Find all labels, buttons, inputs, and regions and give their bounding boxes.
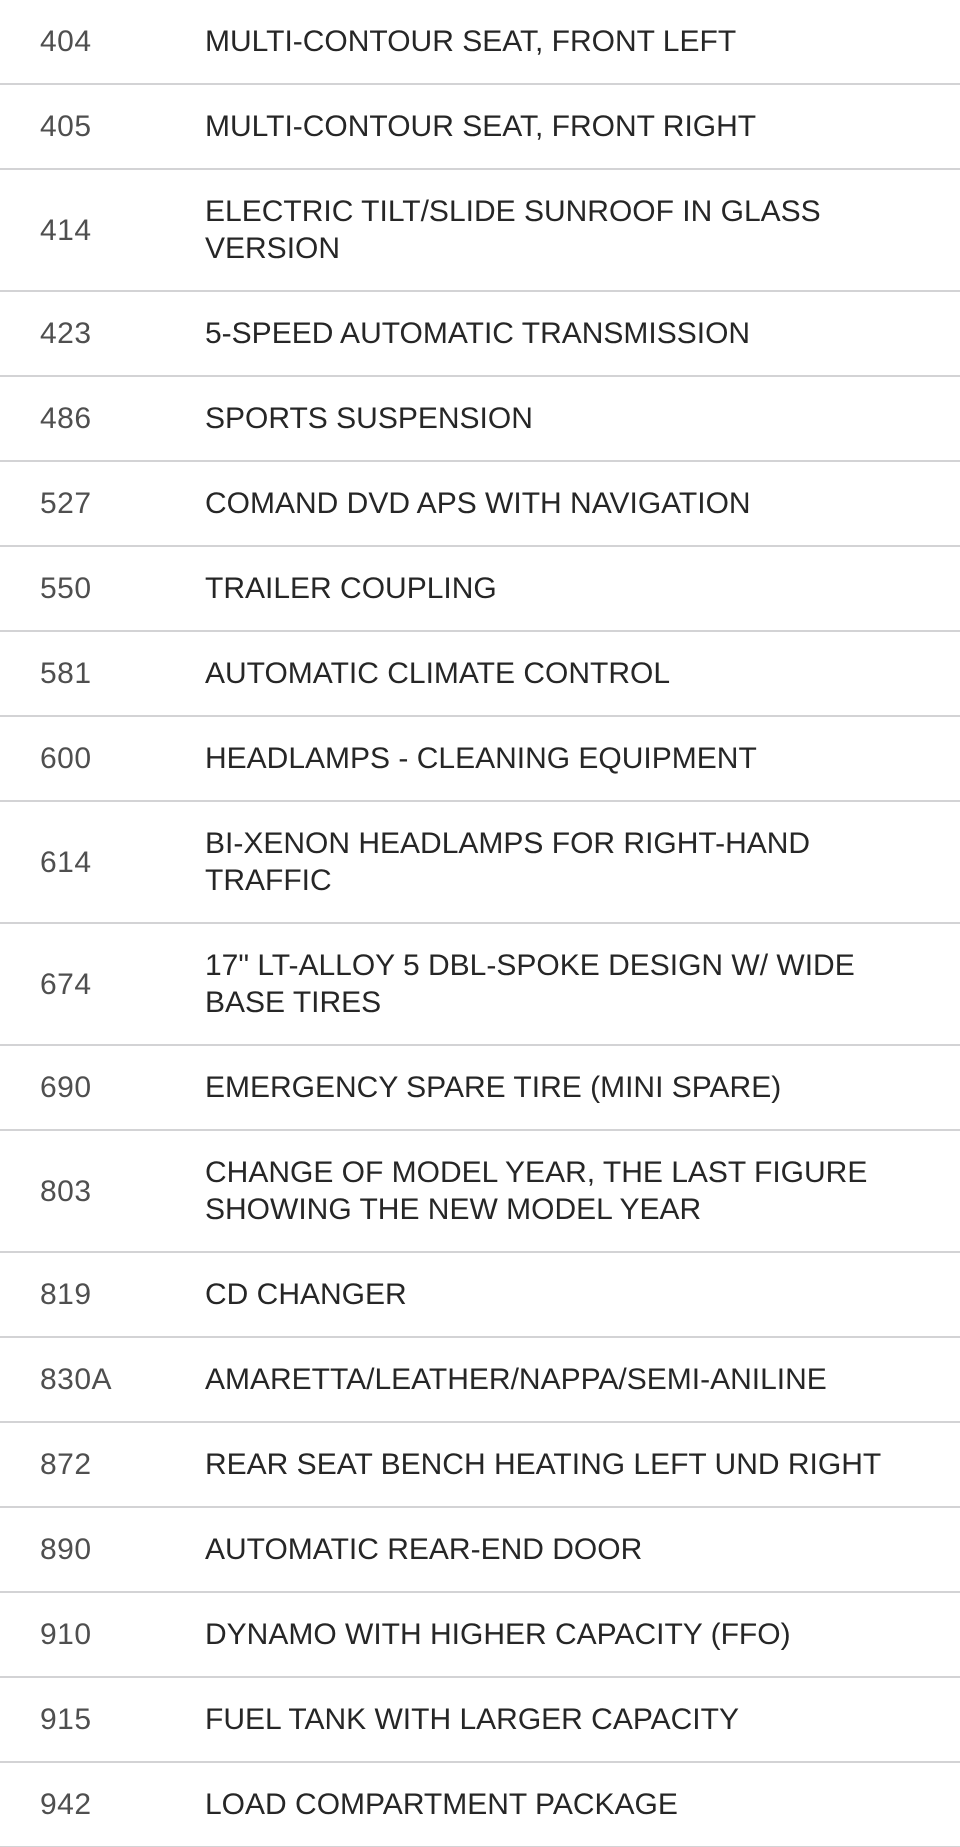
option-code: 550 [40,572,92,605]
option-description: MULTI-CONTOUR SEAT, FRONT RIGHT [205,110,757,143]
table-row: 890 AUTOMATIC REAR-END DOOR [0,1508,960,1593]
table-row: 942 LOAD COMPARTMENT PACKAGE [0,1763,960,1847]
table-row: 872 REAR SEAT BENCH HEATING LEFT UND RIG… [0,1423,960,1508]
option-code: 405 [40,110,92,143]
table-row: 405 MULTI-CONTOUR SEAT, FRONT RIGHT [0,85,960,170]
table-row: 910 DYNAMO WITH HIGHER CAPACITY (FFO) [0,1593,960,1678]
option-code: 942 [40,1788,92,1821]
option-description: CD CHANGER [205,1278,407,1311]
option-description: TRAILER COUPLING [205,572,497,605]
option-description: CHANGE OF MODEL YEAR, THE LAST FIGURE SH… [205,1156,868,1226]
option-description: SPORTS SUSPENSION [205,402,533,435]
option-description: REAR SEAT BENCH HEATING LEFT UND RIGHT [205,1448,882,1481]
option-code: 890 [40,1533,92,1566]
option-code: 674 [40,967,92,1001]
option-description: MULTI-CONTOUR SEAT, FRONT LEFT [205,25,737,58]
table-row: 486 SPORTS SUSPENSION [0,377,960,462]
option-description: 17" LT-ALLOY 5 DBL-SPOKE DESIGN W/ WIDE … [205,949,855,1019]
option-code: 915 [40,1703,92,1736]
table-row: 581 AUTOMATIC CLIMATE CONTROL [0,632,960,717]
option-description: ELECTRIC TILT/SLIDE SUNROOF IN GLASS VER… [205,195,821,265]
option-description: LOAD COMPARTMENT PACKAGE [205,1788,678,1821]
option-code: 581 [40,657,92,690]
option-description: AUTOMATIC REAR-END DOOR [205,1533,643,1566]
option-code: 423 [40,317,92,350]
option-description: AUTOMATIC CLIMATE CONTROL [205,657,671,690]
table-row: 819 CD CHANGER [0,1253,960,1338]
option-code: 872 [40,1448,92,1481]
table-row: 414 ELECTRIC TILT/SLIDE SUNROOF IN GLASS… [0,170,960,292]
table-row: 830A AMARETTA/LEATHER/NAPPA/SEMI-ANILINE [0,1338,960,1423]
table-row: 690 EMERGENCY SPARE TIRE (MINI SPARE) [0,1046,960,1131]
option-code: 600 [40,742,92,775]
table-row: 803 CHANGE OF MODEL YEAR, THE LAST FIGUR… [0,1131,960,1253]
option-description: BI-XENON HEADLAMPS FOR RIGHT-HAND TRAFFI… [205,827,811,897]
table-row: 674 17" LT-ALLOY 5 DBL-SPOKE DESIGN W/ W… [0,924,960,1046]
option-description: FUEL TANK WITH LARGER CAPACITY [205,1703,739,1736]
option-description: 5-SPEED AUTOMATIC TRANSMISSION [205,317,751,350]
option-code: 404 [40,25,92,58]
option-code: 830A [40,1363,113,1396]
table-row: 614 BI-XENON HEADLAMPS FOR RIGHT-HAND TR… [0,802,960,924]
table-row: 527 COMAND DVD APS WITH NAVIGATION [0,462,960,547]
option-description: EMERGENCY SPARE TIRE (MINI SPARE) [205,1071,782,1104]
option-description: AMARETTA/LEATHER/NAPPA/SEMI-ANILINE [205,1363,827,1396]
option-code: 910 [40,1618,92,1651]
option-description: HEADLAMPS - CLEANING EQUIPMENT [205,742,757,775]
option-code: 527 [40,487,92,520]
table-row: 600 HEADLAMPS - CLEANING EQUIPMENT [0,717,960,802]
option-code: 614 [40,845,92,879]
table-row: 915 FUEL TANK WITH LARGER CAPACITY [0,1678,960,1763]
table-row: 404 MULTI-CONTOUR SEAT, FRONT LEFT [0,0,960,85]
table-row: 423 5-SPEED AUTOMATIC TRANSMISSION [0,292,960,377]
option-code: 803 [40,1174,92,1208]
option-code: 690 [40,1071,92,1104]
option-description: COMAND DVD APS WITH NAVIGATION [205,487,751,520]
option-code: 414 [40,213,92,247]
table-row: 550 TRAILER COUPLING [0,547,960,632]
option-code: 486 [40,402,92,435]
option-description: DYNAMO WITH HIGHER CAPACITY (FFO) [205,1618,791,1651]
option-code: 819 [40,1278,92,1311]
